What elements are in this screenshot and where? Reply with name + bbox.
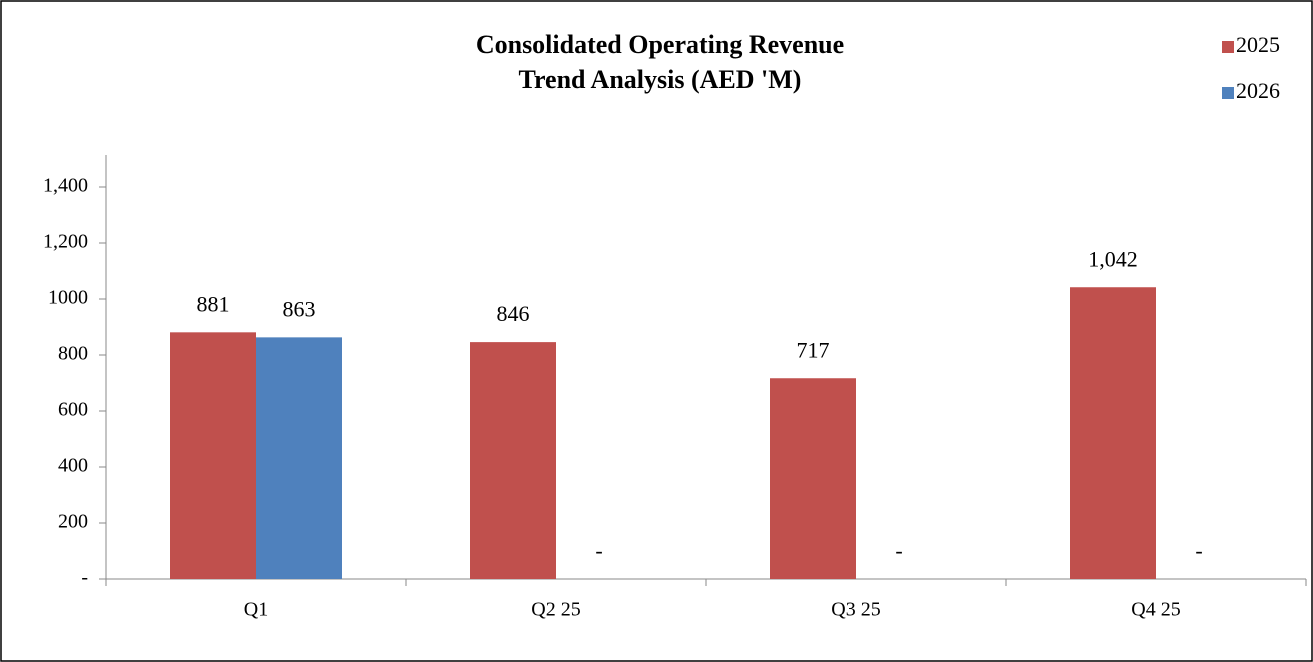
value-label: 881 [197,291,230,316]
legend-label: 2026 [1236,78,1280,103]
y-tick-label: - [81,567,88,589]
x-tick-label: Q4 25 [1131,599,1180,621]
y-tick-label: 400 [58,455,88,477]
x-tick-label: Q3 25 [831,599,880,621]
y-tick-label: 1,400 [43,175,88,197]
x-tick-label: Q2 25 [531,599,580,621]
value-label: - [1195,538,1202,563]
bar [170,332,256,579]
y-tick-label: 1,200 [43,231,88,253]
value-label: - [595,538,602,563]
y-tick-label: 1000 [48,287,88,309]
chart-subtitle: Trend Analysis (AED 'M) [519,65,802,94]
y-tick-label: 200 [58,511,88,533]
y-tick-label: 800 [58,343,88,365]
value-label: - [895,538,902,563]
y-tick-label: 600 [58,399,88,421]
bar [1070,287,1156,579]
bar [470,342,556,579]
value-label: 863 [283,296,316,321]
value-label: 717 [797,337,830,362]
legend-swatch [1222,41,1234,53]
x-tick-label: Q1 [244,599,268,621]
value-label: 1,042 [1088,246,1138,271]
bar [770,378,856,579]
legend-swatch [1222,87,1234,99]
bar [256,337,342,579]
value-label: 846 [497,301,530,326]
legend-label: 2025 [1236,32,1280,57]
chart-title: Consolidated Operating Revenue [476,30,844,59]
